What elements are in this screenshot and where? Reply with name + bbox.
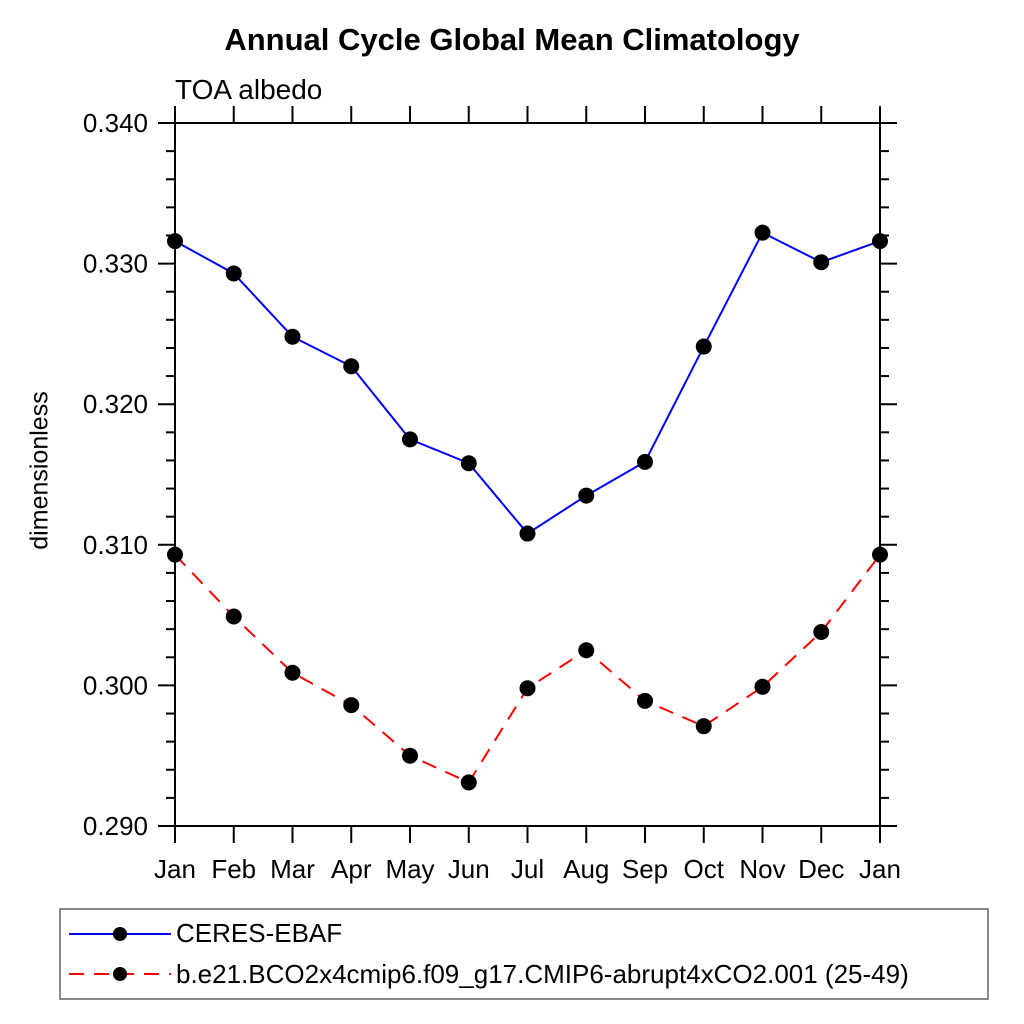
y-tick-label: 0.290 (83, 811, 148, 841)
data-point-marker (519, 680, 536, 697)
data-point-marker (695, 338, 712, 355)
x-tick-label: Sep (622, 854, 668, 884)
x-tick-label: Dec (798, 854, 844, 884)
x-tick-label: Oct (684, 854, 725, 884)
y-tick-label: 0.300 (83, 670, 148, 700)
legend-line-solid-marker-icon (69, 926, 171, 941)
data-point-marker (167, 233, 183, 250)
legend-item-series-0: CERES-EBAF (67, 917, 987, 951)
x-tick-label: Apr (331, 854, 372, 884)
data-point-marker (637, 453, 653, 470)
data-point-marker (167, 546, 183, 563)
y-tick-label: 0.310 (83, 530, 148, 560)
y-tick-label: 0.320 (83, 389, 148, 419)
legend-item-series-1: b.e21.BCO2x4cmip6.f09_g17.CMIP6-abrupt4x… (67, 957, 987, 991)
x-tick-label: May (385, 854, 434, 884)
data-point-marker (402, 747, 418, 764)
data-point-marker (872, 546, 888, 563)
data-point-marker (343, 697, 360, 714)
legend-box: CERES-EBAF b.e21.BCO2x4cmip6.f09_g17.CMI… (59, 908, 989, 1000)
legend-label-series-0: CERES-EBAF (176, 918, 343, 949)
data-point-marker (343, 358, 360, 375)
x-tick-label: Mar (270, 854, 315, 884)
legend-label-series-1: b.e21.BCO2x4cmip6.f09_g17.CMIP6-abrupt4x… (176, 958, 909, 989)
y-tick-label: 0.330 (83, 249, 148, 279)
data-point-marker (637, 692, 653, 709)
data-point-marker (872, 233, 888, 250)
x-tick-label: Jul (511, 854, 544, 884)
x-tick-label: Jan (859, 854, 901, 884)
data-point-marker (225, 608, 242, 625)
chart-subtitle: TOA albedo (175, 74, 323, 105)
data-point-marker (813, 254, 830, 271)
series-line-0 (174, 231, 881, 535)
x-tick-label: Jan (154, 854, 196, 884)
data-point-marker (284, 664, 301, 681)
chart-title: Annual Cycle Global Mean Climatology (224, 22, 800, 57)
data-point-marker (402, 431, 418, 448)
legend-line-dashed-marker-icon (69, 967, 171, 982)
data-point-marker (695, 718, 712, 735)
data-point-marker (813, 623, 830, 640)
data-point-marker (284, 328, 301, 345)
y-tick-label: 0.340 (83, 108, 148, 138)
data-point-marker (460, 774, 477, 791)
data-point-marker (460, 455, 477, 472)
x-tick-label: Aug (563, 854, 609, 884)
data-point-marker (754, 224, 771, 241)
x-tick-label: Jun (448, 854, 490, 884)
data-point-marker (578, 487, 595, 504)
x-tick-label: Feb (211, 854, 256, 884)
data-point-marker (519, 525, 536, 542)
axis-box (174, 122, 881, 827)
x-tick-label: Nov (739, 854, 785, 884)
data-point-marker (225, 265, 242, 282)
series-line-1 (174, 553, 881, 784)
data-point-marker (578, 642, 595, 659)
data-point-marker (754, 678, 771, 695)
